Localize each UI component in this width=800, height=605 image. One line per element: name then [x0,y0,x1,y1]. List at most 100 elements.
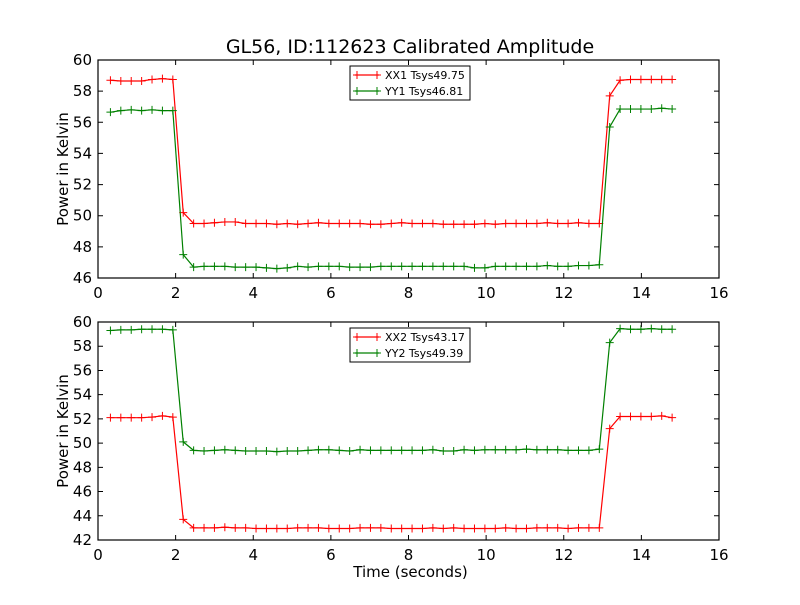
x-tick-label: 4 [248,546,258,564]
x-axis-label: Time (seconds) [352,563,468,581]
x-tick-label: 12 [554,546,573,564]
data-point [460,445,469,454]
data-point [480,219,489,228]
data-point [605,122,614,131]
data-point [501,219,510,228]
data-point [408,262,417,271]
data-point [168,75,177,84]
data-point [574,523,583,532]
data-point [449,446,458,455]
data-point [449,523,458,532]
data-point [127,413,136,422]
data-point [657,104,666,113]
y-tick-label: 60 [73,313,92,331]
data-point [616,76,625,85]
data-point [543,218,552,227]
data-point [168,413,177,422]
x-tick-label: 10 [477,546,496,564]
data-point [522,445,531,454]
y-tick-label: 52 [73,176,92,194]
y-tick-label: 58 [73,337,92,355]
x-tick-label: 0 [93,546,103,564]
y-tick-label: 52 [73,410,92,428]
data-point [293,446,302,455]
data-point [428,262,437,271]
legend-box [349,65,471,101]
data-point [636,75,645,84]
y-tick-label: 58 [73,82,92,100]
data-point [501,445,510,454]
data-point [543,445,552,454]
data-point [553,445,562,454]
data-point [647,324,656,333]
data-point [532,523,541,532]
data-point [210,262,219,271]
legend-marker [353,349,361,357]
x-tick-label: 6 [326,546,336,564]
data-point [605,424,614,433]
data-point [522,524,531,533]
data-point [179,250,188,259]
legend-marker [373,333,381,341]
data-point [512,219,521,228]
data-point [314,262,323,271]
x-tick-label: 16 [709,284,728,302]
y-tick-label: 56 [73,113,92,131]
data-point [584,446,593,455]
data-point [272,220,281,229]
data-point [532,445,541,454]
legend-marker [373,71,381,79]
x-tick-label: 0 [93,284,103,302]
data-point [584,261,593,270]
data-point [137,106,146,115]
legend-box [349,327,471,363]
legend-marker [373,349,381,357]
data-point [148,75,157,84]
data-point [605,91,614,100]
data-point [564,219,573,228]
data-point [616,412,625,421]
data-point [376,523,385,532]
data-point [657,75,666,84]
data-point [116,325,125,334]
data-point [148,105,157,114]
data-point [428,523,437,532]
series-line-XX2 [110,415,673,530]
data-point [408,219,417,228]
data-point [189,219,198,228]
data-point [252,446,261,455]
data-point [283,263,292,272]
data-point [158,325,167,334]
data-point [262,524,271,533]
data-point [439,220,448,229]
data-point [324,445,333,454]
x-tick-label: 2 [171,546,181,564]
data-point [408,524,417,533]
data-point [304,219,313,228]
data-point [262,219,271,228]
legend-label: YY2 Tsys49.39 [384,347,463,360]
data-point [324,219,333,228]
data-point [210,218,219,227]
data-point [293,523,302,532]
data-point [356,445,365,454]
data-point [470,263,479,272]
legend-label: YY1 Tsys46.81 [384,85,463,98]
data-point [189,263,198,272]
data-point [584,219,593,228]
data-point [501,262,510,271]
legend-label: XX2 Tsys43.17 [385,331,465,344]
data-point [636,412,645,421]
data-point [220,262,229,271]
x-tick-label: 10 [477,284,496,302]
data-point [616,105,625,114]
data-point [668,413,677,422]
data-point [564,262,573,271]
series-line-YY1 [110,107,673,270]
data-point [564,446,573,455]
y-axis-label: Power in Kelvin [54,374,72,488]
data-point [553,219,562,228]
data-point [272,264,281,273]
